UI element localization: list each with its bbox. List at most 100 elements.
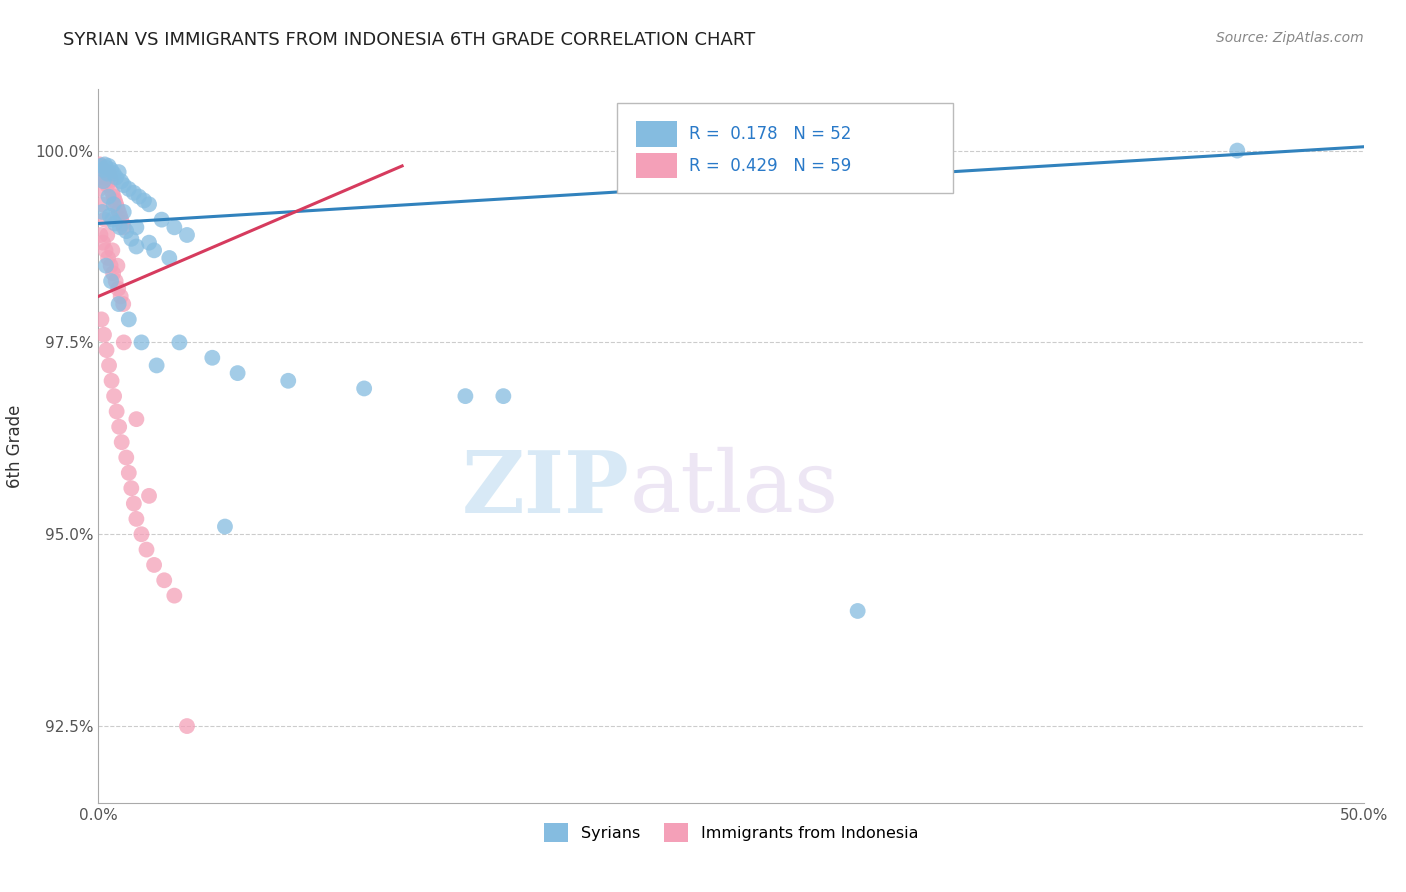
Point xyxy=(105,170,128,185)
Point xyxy=(128,189,150,203)
Point xyxy=(100,374,122,388)
Point xyxy=(100,162,122,177)
Point xyxy=(118,312,141,326)
Point xyxy=(98,209,121,223)
Point xyxy=(138,197,160,211)
Point xyxy=(97,251,120,265)
Text: ZIP: ZIP xyxy=(463,447,630,531)
Point xyxy=(94,174,117,188)
Point xyxy=(122,497,145,511)
Point xyxy=(107,259,129,273)
Point xyxy=(110,289,132,303)
Point xyxy=(176,227,198,242)
Point xyxy=(107,205,129,219)
Point xyxy=(1226,144,1249,158)
Point xyxy=(143,558,166,572)
Point xyxy=(98,168,121,182)
Point xyxy=(89,227,111,242)
Point xyxy=(91,162,114,177)
Point xyxy=(145,359,167,373)
Point xyxy=(104,217,127,231)
Point xyxy=(107,165,129,179)
Point xyxy=(93,174,115,188)
Point xyxy=(101,266,124,280)
Point xyxy=(103,197,125,211)
Point xyxy=(105,197,128,211)
Point xyxy=(90,161,112,175)
Point xyxy=(107,282,129,296)
Text: R =  0.178   N = 52: R = 0.178 N = 52 xyxy=(689,125,852,143)
Point xyxy=(94,161,117,175)
Point xyxy=(96,167,118,181)
Point xyxy=(110,212,132,227)
Point xyxy=(214,519,236,533)
Point xyxy=(226,366,249,380)
Point xyxy=(125,412,148,426)
Point xyxy=(122,186,145,200)
Point xyxy=(107,297,129,311)
FancyBboxPatch shape xyxy=(617,103,953,193)
Point xyxy=(138,489,160,503)
Point xyxy=(93,327,115,342)
Text: R =  0.429   N = 59: R = 0.429 N = 59 xyxy=(689,157,852,175)
Point xyxy=(97,165,120,179)
FancyBboxPatch shape xyxy=(636,121,676,147)
Point xyxy=(91,205,114,219)
Point xyxy=(100,259,122,273)
Point xyxy=(163,589,186,603)
Point xyxy=(100,173,122,187)
Point xyxy=(176,719,198,733)
Point xyxy=(94,244,117,258)
Point xyxy=(96,227,118,242)
Point xyxy=(98,359,121,373)
Text: atlas: atlas xyxy=(630,447,839,531)
Point xyxy=(111,217,134,231)
Point xyxy=(103,167,125,181)
Point xyxy=(93,162,115,177)
Point xyxy=(846,604,869,618)
Point xyxy=(93,167,115,181)
Point xyxy=(97,189,120,203)
Point xyxy=(169,335,191,350)
Point xyxy=(90,312,112,326)
Legend: Syrians, Immigrants from Indonesia: Syrians, Immigrants from Indonesia xyxy=(537,817,925,848)
Point xyxy=(89,157,111,171)
Point xyxy=(94,259,117,273)
Point xyxy=(103,389,125,403)
FancyBboxPatch shape xyxy=(636,153,676,178)
Point xyxy=(112,297,135,311)
Point xyxy=(201,351,224,365)
Point xyxy=(101,186,124,200)
Point xyxy=(163,220,186,235)
Point xyxy=(118,466,141,480)
Point xyxy=(101,244,124,258)
Point xyxy=(91,235,114,250)
Point xyxy=(143,244,166,258)
Point xyxy=(112,220,135,235)
Point xyxy=(105,404,128,418)
Point xyxy=(93,212,117,227)
Point xyxy=(353,381,375,395)
Point xyxy=(101,212,124,227)
Point xyxy=(132,194,155,208)
Text: SYRIAN VS IMMIGRANTS FROM INDONESIA 6TH GRADE CORRELATION CHART: SYRIAN VS IMMIGRANTS FROM INDONESIA 6TH … xyxy=(63,31,755,49)
Y-axis label: 6th Grade: 6th Grade xyxy=(7,404,24,488)
Point xyxy=(107,201,129,215)
Point xyxy=(110,174,132,188)
Point xyxy=(112,205,135,219)
Point xyxy=(96,178,118,193)
Point xyxy=(108,209,131,223)
Point xyxy=(153,574,176,588)
Point xyxy=(93,157,117,171)
Point xyxy=(125,239,148,253)
Point xyxy=(103,189,125,203)
Point xyxy=(454,389,477,403)
Point xyxy=(131,527,153,541)
Point xyxy=(112,335,135,350)
Point xyxy=(138,235,160,250)
Point xyxy=(89,182,111,196)
Point xyxy=(492,389,515,403)
Point xyxy=(135,542,157,557)
Point xyxy=(111,435,134,450)
Point xyxy=(91,197,114,211)
